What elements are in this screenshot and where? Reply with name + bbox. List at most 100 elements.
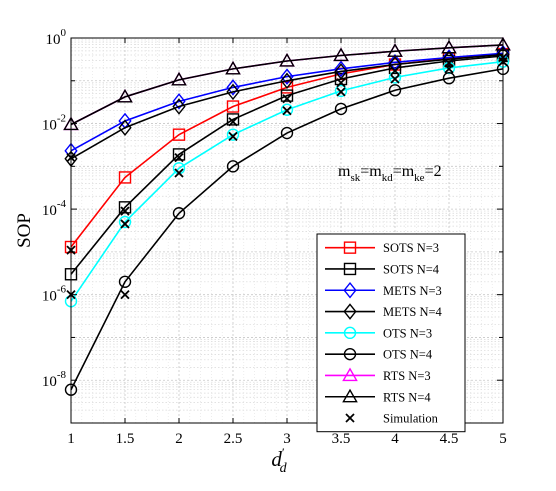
x-tick-label: 2.5 xyxy=(224,431,243,447)
x-marker-stroke xyxy=(120,206,130,216)
x-tick-label: 5 xyxy=(499,431,507,447)
x-marker-stroke xyxy=(174,168,184,178)
x-tick-label: 1.5 xyxy=(116,431,135,447)
diamond-marker xyxy=(334,60,348,78)
diamond-marker xyxy=(280,68,294,85)
legend-entry: METS N=4 xyxy=(325,303,443,320)
legend-label: METS N=4 xyxy=(383,305,443,319)
square-marker xyxy=(172,148,186,161)
series-simulation xyxy=(66,52,508,300)
x-marker-stroke xyxy=(390,66,400,76)
legend-entry: Simulation xyxy=(345,412,439,426)
legend-entry: OTS N=3 xyxy=(325,326,432,340)
legend-label: SOTS N=3 xyxy=(383,241,439,255)
series-line xyxy=(70,53,504,160)
legend-entry: RTS N=4 xyxy=(325,388,431,404)
circle-marker xyxy=(388,84,402,97)
series-ots-n-4 xyxy=(64,62,510,396)
legend-label: Simulation xyxy=(383,412,439,426)
circle-marker xyxy=(226,160,240,173)
square-marker xyxy=(334,72,348,86)
x-tick-label: 4.5 xyxy=(440,431,459,447)
square-marker xyxy=(280,81,294,94)
legend-label: OTS N=4 xyxy=(383,348,433,362)
y-tick-label: 10-8 xyxy=(42,369,67,390)
x-marker-stroke xyxy=(174,152,184,163)
legend-label: SOTS N=4 xyxy=(383,262,440,276)
legend-label: METS N=3 xyxy=(383,284,442,298)
x-axis-label: d′ d xyxy=(271,445,287,476)
axes: 1 1.5 2 2.5 3 3.5 4 4.5 5 100 10-2 10-4 10-6 10-8 SOP d… xyxy=(14,27,507,476)
x-tick-label: 3.5 xyxy=(332,431,351,447)
triangle-marker xyxy=(117,88,133,103)
x-marker-stroke xyxy=(345,413,355,423)
square-marker xyxy=(118,201,132,214)
circle-marker xyxy=(280,126,294,140)
y-axis-label: SOP xyxy=(14,213,35,248)
x-marker-stroke xyxy=(120,290,130,300)
y-tick-label: 10-2 xyxy=(42,113,66,134)
legend-entry: SOTS N=3 xyxy=(325,241,439,255)
legend-entry: SOTS N=4 xyxy=(325,262,440,276)
series-line xyxy=(70,68,504,391)
circle-marker xyxy=(280,103,294,116)
triangle-marker xyxy=(225,60,241,75)
legend-entry: OTS N=4 xyxy=(325,348,433,362)
legend-entry: RTS N=3 xyxy=(325,367,431,383)
x-marker-stroke xyxy=(336,87,346,97)
legend-label: RTS N=4 xyxy=(383,390,431,404)
square-marker xyxy=(226,100,240,113)
y-tick-label: 100 xyxy=(46,27,67,48)
triangle-marker xyxy=(279,52,295,67)
x-marker-stroke xyxy=(444,58,454,68)
x-marker-stroke xyxy=(282,94,292,104)
diamond-marker xyxy=(172,93,186,110)
square-marker xyxy=(343,262,357,276)
diamond-marker xyxy=(343,281,357,299)
diamond-marker xyxy=(280,72,294,90)
diamond-marker xyxy=(226,79,240,96)
circle-marker xyxy=(226,128,240,141)
circle-marker xyxy=(334,84,348,98)
circle-marker xyxy=(442,71,456,85)
square-marker xyxy=(118,171,132,184)
circle-marker xyxy=(343,326,357,340)
diamond-marker xyxy=(226,83,240,101)
diamond-marker xyxy=(118,119,132,136)
triangle-marker xyxy=(441,39,457,54)
x-marker-stroke xyxy=(120,219,130,229)
circle-marker xyxy=(343,347,357,361)
x-tick-label: 4 xyxy=(391,431,399,447)
series-line xyxy=(70,55,504,275)
square-marker xyxy=(226,113,240,126)
square-marker xyxy=(280,89,294,102)
x-marker-stroke xyxy=(228,117,238,127)
x-marker-stroke xyxy=(336,78,346,88)
y-tick-label: 10-4 xyxy=(42,198,67,219)
diamond-marker xyxy=(388,54,402,71)
circle-marker xyxy=(118,215,132,229)
triangle-marker xyxy=(387,43,403,57)
circle-marker xyxy=(334,102,348,116)
legend-entry: METS N=3 xyxy=(325,281,442,299)
x-marker-stroke xyxy=(390,74,400,84)
legend: SOTS N=3 SOTS N=4 METS N=3 METS N=4 OTS N=3 O… xyxy=(316,233,466,433)
series-line xyxy=(70,52,504,152)
y-tick-label: 10-6 xyxy=(42,284,67,305)
x-tick-label: 3 xyxy=(283,431,291,447)
diamond-marker xyxy=(442,50,456,68)
square-marker xyxy=(172,128,186,141)
square-marker xyxy=(343,241,357,254)
x-marker-stroke xyxy=(228,131,238,142)
circle-marker xyxy=(172,207,186,220)
series-line xyxy=(70,44,504,126)
legend-label: OTS N=3 xyxy=(383,326,432,340)
triangle-marker xyxy=(342,367,358,382)
parameter-annotation: msk=mkd=mke=2 xyxy=(338,163,442,184)
x-tick-label: 2 xyxy=(175,431,183,447)
triangle-marker xyxy=(171,71,187,86)
triangle-marker xyxy=(333,47,349,62)
diamond-marker xyxy=(442,49,456,66)
x-tick-label: 1 xyxy=(67,431,75,447)
